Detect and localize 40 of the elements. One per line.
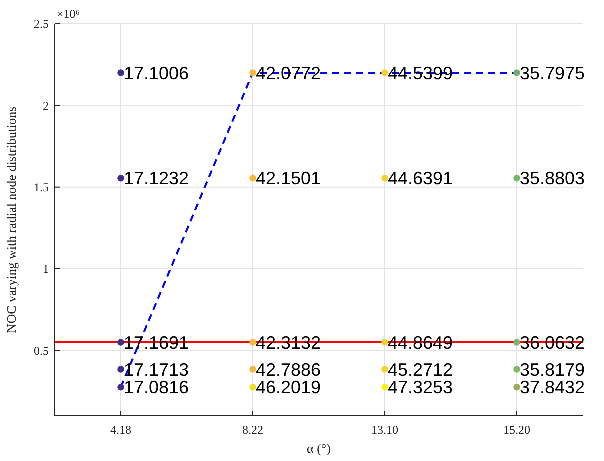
annotation: 35.7975: [520, 63, 586, 84]
y-tick-label: 1.5: [34, 180, 49, 195]
point: [250, 366, 256, 373]
x-tick-label: 4.18: [110, 423, 132, 437]
point: [382, 174, 388, 182]
point: [514, 70, 520, 76]
annotation: 35.8803: [520, 168, 586, 189]
point: [382, 384, 388, 391]
text: ×10⁶: [57, 7, 80, 21]
annotation: 35.8179: [520, 360, 586, 380]
annotation: 17.1713: [124, 360, 190, 380]
annotation: 44.6391: [388, 168, 454, 189]
y-axis-title: NOC varying with radial node distributions: [4, 106, 19, 334]
point: [514, 339, 520, 346]
y-tick-label: 2: [43, 98, 49, 113]
annotation: 46.2019: [256, 378, 322, 398]
annotation: 42.1501: [256, 168, 322, 189]
annotation: 47.3253: [388, 378, 454, 398]
annotation: 17.1232: [124, 168, 190, 189]
point: [514, 174, 520, 182]
point: [250, 384, 256, 391]
y-tick-label: 2.5: [34, 17, 49, 32]
x-axis-title: α (°): [307, 441, 331, 456]
y-tick-label: 1: [43, 262, 49, 276]
annotation: 17.0816: [124, 378, 190, 398]
point: [514, 366, 520, 373]
annotation: 42.0772: [256, 63, 322, 84]
point: [382, 70, 388, 76]
x-tick-label: 8.22: [242, 423, 264, 437]
annotation: 42.7886: [256, 360, 322, 380]
annotation: 45.2712: [388, 360, 454, 380]
x-tick-label: 15.20: [504, 423, 530, 437]
annotation: 17.1006: [124, 63, 190, 84]
annotation: 37.8432: [520, 378, 586, 398]
x-tick-label: 13.10: [372, 423, 398, 437]
point: [382, 339, 388, 346]
point: [382, 366, 388, 373]
y-tick-label: 0.5: [34, 344, 49, 358]
annotation: 44.5399: [388, 63, 454, 84]
point: [514, 384, 520, 391]
